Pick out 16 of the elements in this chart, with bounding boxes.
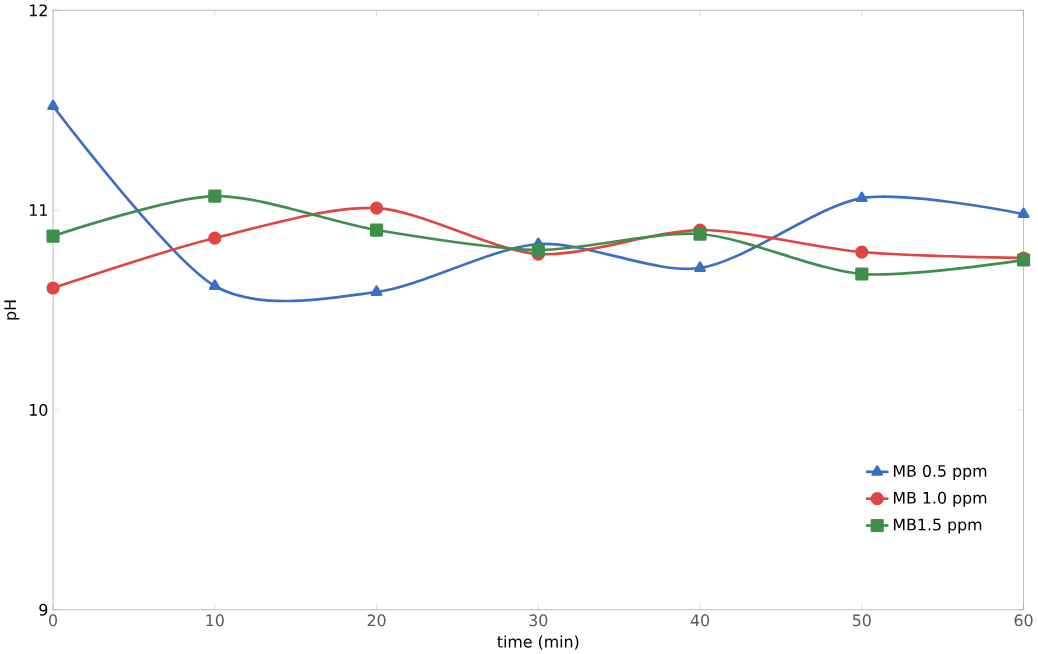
x-tick-label: 0: [49, 614, 58, 627]
legend-label: MB1.5 ppm: [893, 518, 982, 534]
y-tick-label: 10: [30, 403, 48, 416]
x-axis-title: time (min): [497, 635, 579, 650]
x-tick-label: 30: [529, 614, 548, 627]
y-axis-title: pH: [4, 300, 20, 320]
y-tick-label: 11: [30, 204, 47, 216]
x-tick-label: 60: [1014, 614, 1033, 627]
x-tick-label: 50: [852, 614, 871, 627]
x-tick-label: 10: [206, 614, 224, 627]
y-tick-label: 9: [39, 603, 48, 616]
legend-label: MB 0.5 ppm: [893, 465, 987, 481]
y-tick-label: 12: [30, 4, 47, 17]
x-tick-label: 20: [367, 614, 386, 627]
x-tick-label: 40: [690, 614, 710, 627]
legend-label: MB 1.0 ppm: [893, 491, 987, 507]
